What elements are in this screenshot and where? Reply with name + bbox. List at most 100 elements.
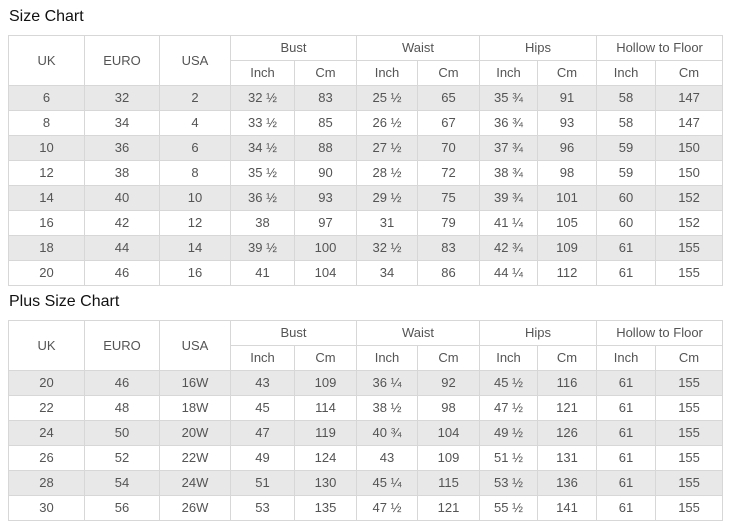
- header-cm: Cm: [537, 60, 598, 86]
- header-hollow-to-floor: Hollow to Floor: [596, 35, 724, 61]
- table-cell: 10: [8, 135, 85, 161]
- table-cell: 37 ¾: [479, 135, 539, 161]
- table-cell: 59: [596, 160, 657, 186]
- table-cell: 28: [8, 470, 85, 496]
- table-cell: 32 ½: [356, 235, 419, 261]
- table-cell: 155: [655, 445, 724, 471]
- table-cell: 42 ¾: [479, 235, 539, 261]
- table-cell: 92: [417, 370, 481, 396]
- table-cell: 98: [537, 160, 598, 186]
- table-cell: 16: [8, 210, 85, 236]
- table-cell: 152: [655, 185, 724, 211]
- table-cell: 101: [537, 185, 598, 211]
- header-euro: EURO: [84, 35, 160, 86]
- table-row: 14 40 10 36 ½ 93 29 ½ 75 39 ¾ 101 60 152: [8, 185, 724, 211]
- table-cell: 24W: [159, 470, 231, 496]
- header-uk: UK: [8, 320, 85, 371]
- table-cell: 61: [596, 495, 657, 521]
- table-row: 28 54 24W 51 130 45 ¼ 115 53 ½ 136 61 155: [8, 470, 724, 496]
- table-cell: 50: [84, 420, 160, 446]
- table-cell: 60: [596, 185, 657, 211]
- size-chart-table: UK EURO USA Bust Waist Hips Hollow to Fl…: [8, 35, 724, 286]
- table-cell: 26: [8, 445, 85, 471]
- table-cell: 47 ½: [479, 395, 539, 421]
- table-cell: 6: [8, 85, 85, 111]
- table-cell: 83: [417, 235, 481, 261]
- table-cell: 14: [8, 185, 85, 211]
- header-usa: USA: [159, 320, 231, 371]
- header-inch: Inch: [230, 60, 295, 86]
- table-cell: 59: [596, 135, 657, 161]
- table-cell: 147: [655, 110, 724, 136]
- table-cell: 47 ½: [356, 495, 419, 521]
- header-group-row: UK EURO USA Bust Waist Hips Hollow to Fl…: [8, 320, 724, 371]
- table-cell: 20: [8, 260, 85, 286]
- table-cell: 6: [159, 135, 231, 161]
- table-cell: 155: [655, 470, 724, 496]
- table-cell: 155: [655, 235, 724, 261]
- header-hollow-to-floor: Hollow to Floor: [596, 320, 724, 346]
- table-cell: 147: [655, 85, 724, 111]
- table-cell: 34: [84, 110, 160, 136]
- table-cell: 97: [293, 210, 358, 236]
- table-cell: 35 ½: [230, 160, 295, 186]
- size-chart-body: 6 32 2 32 ½ 83 25 ½ 65 35 ¾ 91 58 147 8 34 4 33 ½ 85 26 …: [8, 85, 724, 286]
- table-row: 18 44 14 39 ½ 100 32 ½ 83 42 ¾ 109 61 155: [8, 235, 724, 261]
- table-cell: 116: [537, 370, 598, 396]
- table-cell: 155: [655, 495, 724, 521]
- table-cell: 109: [417, 445, 481, 471]
- header-inch: Inch: [356, 345, 419, 371]
- header-bust: Bust: [229, 35, 358, 61]
- table-cell: 61: [596, 235, 657, 261]
- header-units-row: Inch Cm Inch Cm Inch Cm Inch Cm: [9, 60, 724, 86]
- table-cell: 36 ¾: [479, 110, 539, 136]
- table-cell: 24: [8, 420, 85, 446]
- table-cell: 79: [417, 210, 481, 236]
- table-cell: 54: [84, 470, 160, 496]
- table-cell: 93: [537, 110, 598, 136]
- table-row: 20 46 16W 43 109 36 ¼ 92 45 ½ 116 61 155: [8, 370, 724, 396]
- table-cell: 49: [230, 445, 295, 471]
- table-cell: 2: [159, 85, 231, 111]
- table-cell: 16: [159, 260, 231, 286]
- table-cell: 4: [159, 110, 231, 136]
- table-cell: 136: [537, 470, 598, 496]
- table-cell: 30: [8, 495, 85, 521]
- table-cell: 36 ½: [230, 185, 295, 211]
- table-cell: 61: [596, 470, 657, 496]
- table-cell: 38: [84, 160, 160, 186]
- table-cell: 12: [8, 160, 85, 186]
- table-cell: 61: [596, 395, 657, 421]
- table-cell: 32: [84, 85, 160, 111]
- table-cell: 58: [596, 85, 657, 111]
- size-chart-header: UK EURO USA Bust Waist Hips Hollow to Fl…: [8, 35, 724, 86]
- table-cell: 126: [537, 420, 598, 446]
- table-cell: 46: [84, 370, 160, 396]
- header-cm: Cm: [655, 345, 724, 371]
- table-cell: 104: [417, 420, 481, 446]
- header-inch: Inch: [479, 60, 539, 86]
- table-cell: 61: [596, 445, 657, 471]
- plus-size-chart-title: Plus Size Chart: [9, 293, 120, 310]
- table-cell: 121: [417, 495, 481, 521]
- table-cell: 38 ½: [356, 395, 419, 421]
- table-row: 22 48 18W 45 114 38 ½ 98 47 ½ 121 61 155: [8, 395, 724, 421]
- table-cell: 112: [537, 260, 598, 286]
- table-cell: 31: [356, 210, 419, 236]
- table-cell: 26W: [159, 495, 231, 521]
- table-cell: 58: [596, 110, 657, 136]
- table-cell: 44: [84, 235, 160, 261]
- table-cell: 41 ¼: [479, 210, 539, 236]
- table-cell: 100: [293, 235, 358, 261]
- header-inch: Inch: [479, 345, 539, 371]
- header-waist: Waist: [356, 320, 481, 346]
- table-cell: 131: [537, 445, 598, 471]
- table-cell: 121: [537, 395, 598, 421]
- header-inch: Inch: [596, 345, 657, 371]
- table-cell: 38: [230, 210, 295, 236]
- table-cell: 29 ½: [356, 185, 419, 211]
- header-inch: Inch: [356, 60, 419, 86]
- table-cell: 104: [293, 260, 358, 286]
- table-cell: 16W: [159, 370, 231, 396]
- table-cell: 135: [293, 495, 358, 521]
